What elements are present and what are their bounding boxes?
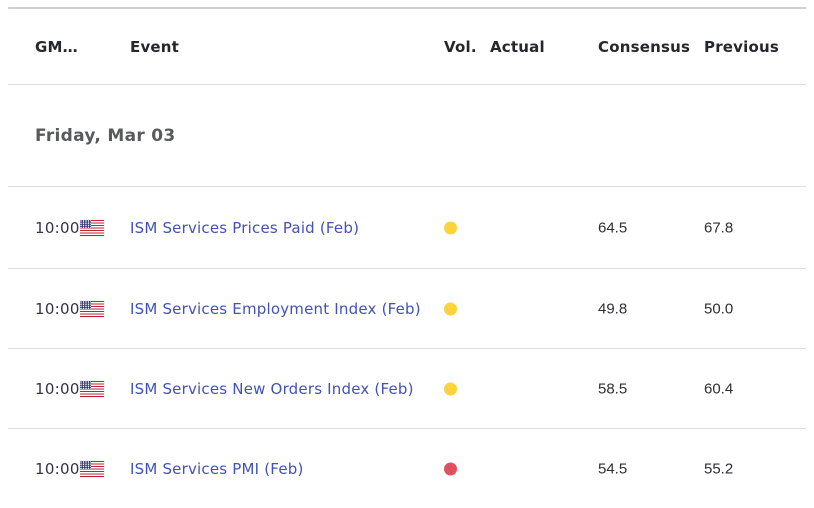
volatility-dot-icon: [444, 382, 457, 395]
consensus-value: 49.8: [598, 300, 628, 317]
date-header-label: Friday, Mar 03: [35, 125, 176, 146]
previous-value: 60.4: [704, 380, 734, 397]
event-time: 10:00: [35, 379, 80, 398]
volatility-dot-icon: [444, 462, 457, 475]
table-row[interactable]: 10:00 ISM Services PMI (Feb) 54.5 55.2: [8, 428, 806, 508]
us-flag-icon: [80, 380, 104, 397]
consensus-value: 64.5: [598, 219, 628, 236]
event-time: 10:00: [35, 299, 80, 318]
table-row[interactable]: 10:00 ISM Services New Orders Index (Feb…: [8, 348, 806, 428]
economic-calendar-table: GM… Event Vol. Actual Consensus Previous…: [8, 7, 806, 508]
us-flag-icon: [80, 460, 104, 477]
previous-value: 50.0: [704, 300, 734, 317]
event-time: 10:00: [35, 218, 80, 237]
volatility-dot-icon: [444, 221, 457, 234]
column-header-consensus: Consensus: [598, 37, 691, 56]
column-header-previous: Previous: [704, 37, 779, 56]
table-row[interactable]: 10:00 ISM Services Employment Index (Feb…: [8, 268, 806, 348]
volatility-dot-icon: [444, 302, 457, 315]
column-header-gmt: GM…: [35, 37, 78, 56]
date-header-row: Friday, Mar 03: [8, 84, 806, 186]
column-header-actual: Actual: [490, 37, 545, 56]
event-link[interactable]: ISM Services Employment Index (Feb): [130, 299, 421, 318]
previous-value: 55.2: [704, 460, 734, 477]
table-row[interactable]: 10:00 ISM Services Prices Paid (Feb) 64.…: [8, 186, 806, 268]
us-flag-icon: [80, 219, 104, 236]
previous-value: 67.8: [704, 219, 734, 236]
consensus-value: 58.5: [598, 380, 628, 397]
event-time: 10:00: [35, 459, 80, 478]
event-link[interactable]: ISM Services New Orders Index (Feb): [130, 379, 414, 398]
consensus-value: 54.5: [598, 460, 628, 477]
column-header-event: Event: [130, 37, 180, 56]
column-header-volatility: Vol.: [444, 37, 477, 56]
calendar-header-row: GM… Event Vol. Actual Consensus Previous: [8, 7, 806, 84]
event-link[interactable]: ISM Services PMI (Feb): [130, 459, 304, 478]
us-flag-icon: [80, 300, 104, 317]
event-link[interactable]: ISM Services Prices Paid (Feb): [130, 218, 360, 237]
